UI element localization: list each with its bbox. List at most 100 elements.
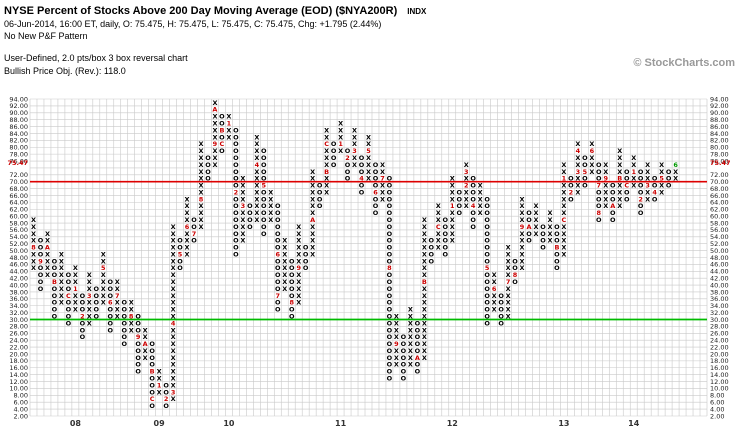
svg-text:O: O — [624, 195, 630, 203]
svg-text:X: X — [212, 113, 217, 121]
svg-text:76.00: 76.00 — [9, 157, 28, 165]
svg-text:X: X — [645, 195, 650, 203]
svg-text:O: O — [149, 347, 155, 355]
svg-text:6: 6 — [590, 147, 595, 155]
svg-text:X: X — [408, 333, 413, 341]
svg-text:O: O — [373, 168, 379, 176]
svg-text:O: O — [261, 230, 267, 238]
svg-text:11: 11 — [335, 419, 347, 428]
svg-text:86.00: 86.00 — [710, 123, 729, 131]
svg-text:X: X — [547, 237, 552, 245]
svg-text:O: O — [387, 347, 393, 355]
svg-text:X: X — [561, 251, 566, 259]
svg-text:O: O — [38, 271, 44, 279]
svg-text:O: O — [610, 195, 616, 203]
svg-text:X: X — [296, 271, 301, 279]
svg-text:O: O — [540, 237, 546, 245]
svg-text:X: X — [450, 223, 455, 231]
svg-text:X: X — [282, 278, 287, 286]
svg-text:O: O — [149, 340, 155, 348]
svg-text:O: O — [275, 202, 281, 210]
svg-text:28.00: 28.00 — [710, 323, 729, 331]
svg-text:O: O — [596, 175, 602, 183]
svg-text:70.00: 70.00 — [9, 178, 28, 186]
svg-text:X: X — [171, 244, 176, 252]
svg-text:2: 2 — [234, 188, 239, 196]
svg-text:X: X — [547, 223, 552, 231]
svg-text:O: O — [387, 278, 393, 286]
svg-text:X: X — [450, 216, 455, 224]
svg-text:X: X — [645, 168, 650, 176]
last-price-label-left: 75.47 — [7, 159, 28, 167]
svg-text:O: O — [66, 313, 72, 321]
svg-text:X: X — [366, 161, 371, 169]
svg-text:O: O — [233, 216, 239, 224]
svg-text:X: X — [617, 182, 622, 190]
svg-text:X: X — [603, 161, 608, 169]
svg-text:X: X — [464, 175, 469, 183]
svg-text:4: 4 — [471, 202, 476, 210]
svg-text:X: X — [268, 195, 273, 203]
svg-text:O: O — [666, 175, 672, 183]
svg-text:X: X — [645, 161, 650, 169]
svg-text:O: O — [107, 285, 113, 293]
svg-text:O: O — [387, 271, 393, 279]
svg-text:O: O — [80, 292, 86, 300]
svg-text:X: X — [617, 188, 622, 196]
svg-text:60.00: 60.00 — [9, 213, 28, 221]
svg-text:X: X — [296, 244, 301, 252]
svg-text:62.00: 62.00 — [710, 206, 729, 214]
svg-text:X: X — [115, 278, 120, 286]
svg-text:O: O — [429, 244, 435, 252]
svg-text:X: X — [59, 264, 64, 272]
svg-text:O: O — [38, 244, 44, 252]
svg-text:O: O — [275, 257, 281, 265]
svg-text:X: X — [408, 313, 413, 321]
svg-text:X: X — [171, 326, 176, 334]
svg-text:20.00: 20.00 — [9, 350, 28, 358]
svg-text:X: X — [282, 257, 287, 265]
svg-text:O: O — [582, 161, 588, 169]
svg-text:X: X — [534, 230, 539, 238]
svg-text:X: X — [506, 271, 511, 279]
svg-text:X: X — [561, 209, 566, 217]
svg-text:X: X — [422, 319, 427, 327]
svg-text:X: X — [324, 182, 329, 190]
svg-text:9: 9 — [296, 264, 301, 272]
svg-text:O: O — [303, 251, 309, 259]
svg-text:X: X — [212, 99, 217, 107]
svg-text:3: 3 — [171, 388, 176, 396]
svg-text:X: X — [561, 195, 566, 203]
svg-text:O: O — [470, 175, 476, 183]
svg-text:X: X — [575, 161, 580, 169]
svg-text:X: X — [422, 216, 427, 224]
svg-text:O: O — [470, 195, 476, 203]
svg-text:X: X — [366, 168, 371, 176]
svg-text:X: X — [520, 202, 525, 210]
svg-text:X: X — [561, 168, 566, 176]
svg-text:A: A — [610, 202, 615, 210]
svg-text:O: O — [470, 209, 476, 217]
svg-text:O: O — [359, 154, 365, 162]
svg-text:X: X — [282, 237, 287, 245]
svg-text:B: B — [52, 278, 57, 286]
svg-text:X: X — [324, 126, 329, 134]
svg-text:O: O — [261, 216, 267, 224]
svg-text:O: O — [135, 319, 141, 327]
svg-text:O: O — [387, 306, 393, 314]
svg-text:X: X — [310, 230, 315, 238]
svg-text:X: X — [240, 237, 245, 245]
svg-text:O: O — [456, 195, 462, 203]
svg-text:O: O — [387, 285, 393, 293]
svg-text:X: X — [157, 388, 162, 396]
svg-text:X: X — [450, 195, 455, 203]
svg-text:O: O — [359, 182, 365, 190]
svg-text:B: B — [554, 244, 559, 252]
svg-text:O: O — [107, 319, 113, 327]
svg-text:X: X — [59, 299, 64, 307]
svg-text:70.00: 70.00 — [710, 178, 729, 186]
svg-text:O: O — [289, 313, 295, 321]
svg-text:O: O — [638, 168, 644, 176]
svg-text:X: X — [254, 175, 259, 183]
svg-text:O: O — [512, 257, 518, 265]
